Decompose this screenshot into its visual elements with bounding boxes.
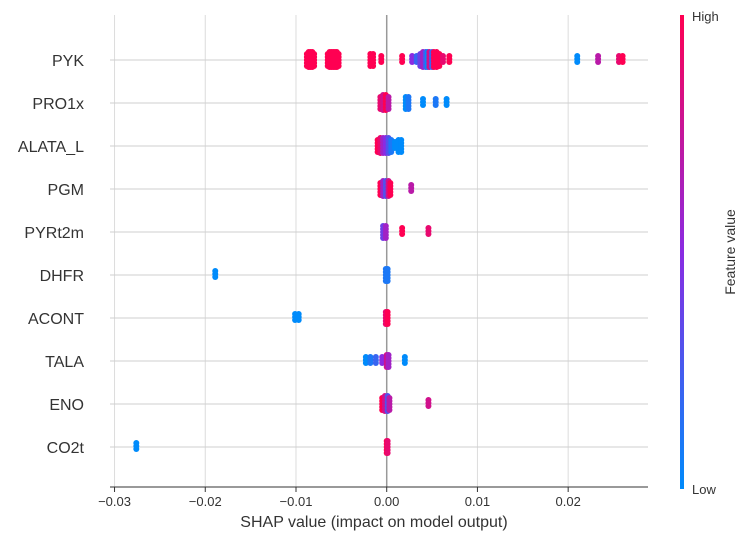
feature-label: TALA: [45, 354, 84, 371]
shap-point: [388, 149, 395, 155]
x-tick-label: −0.03: [98, 494, 131, 509]
colorbar-low-label: Low: [692, 482, 716, 497]
shap-point: [595, 59, 602, 65]
x-tick-label: 0.01: [465, 494, 490, 509]
shap-point: [619, 59, 626, 65]
shap-point: [574, 59, 581, 65]
shap-point: [387, 192, 394, 198]
feature-labels: PYK PRO1x ALATA_L PGM PYRt2m DHFR ACONT TALA ENO…: [18, 53, 85, 457]
shap-point: [399, 231, 406, 237]
shap-point: [370, 63, 377, 69]
colorbar-high-label: High: [692, 9, 719, 24]
shap-point: [408, 188, 415, 194]
shap-point: [384, 450, 391, 456]
feature-label: DHFR: [40, 268, 84, 285]
shap-point: [439, 59, 446, 65]
feature-label: PGM: [48, 182, 84, 199]
shap-point: [409, 59, 416, 65]
feature-label: ALATA_L: [18, 139, 84, 156]
shap-point: [401, 360, 408, 366]
feature-label: ENO: [49, 397, 84, 414]
shap-point: [372, 360, 379, 366]
shap-point: [399, 59, 406, 65]
x-axis-title: SHAP value (impact on model output): [240, 514, 507, 531]
shap-point: [425, 231, 432, 237]
shap-point: [133, 446, 140, 452]
x-tick-label: 0.02: [556, 494, 581, 509]
feature-value-colorbar: [680, 15, 684, 489]
shap-point: [436, 63, 443, 69]
shap-point: [432, 102, 439, 108]
shap-point: [311, 63, 318, 69]
shap-point: [384, 321, 391, 327]
shap-point: [295, 317, 302, 323]
feature-label: ACONT: [28, 311, 84, 328]
shap-point: [398, 149, 405, 155]
shap-point: [384, 278, 391, 284]
feature-row-lines: [110, 59, 648, 448]
shap-point: [443, 102, 450, 108]
shap-point: [385, 364, 392, 370]
shap-point: [379, 360, 386, 366]
feature-label: CO2t: [47, 440, 85, 457]
feature-label: PYRt2m: [24, 225, 84, 242]
x-tick-label: −0.01: [280, 494, 313, 509]
shap-point: [386, 407, 393, 413]
shap-point: [425, 403, 432, 409]
feature-label: PYK: [52, 53, 84, 70]
shap-point: [385, 106, 392, 112]
shap-point: [367, 360, 374, 366]
shap-point: [446, 59, 453, 65]
x-tick-label: −0.02: [189, 494, 222, 509]
shap-point: [335, 63, 342, 69]
shap-point: [362, 360, 369, 366]
shap-point: [382, 235, 389, 241]
colorbar-title: Feature value: [722, 209, 738, 295]
vertical-gridlines: [114, 15, 569, 487]
shap-point: [378, 59, 385, 65]
shap-point: [420, 102, 427, 108]
feature-label: PRO1x: [32, 96, 84, 113]
shap-point: [405, 106, 412, 112]
shap-points: [133, 49, 626, 456]
x-axis-ticks: −0.03 −0.02 −0.01 0.00 0.01 0.02: [98, 487, 581, 509]
shap-point: [212, 274, 219, 280]
x-tick-label: 0.00: [374, 494, 399, 509]
